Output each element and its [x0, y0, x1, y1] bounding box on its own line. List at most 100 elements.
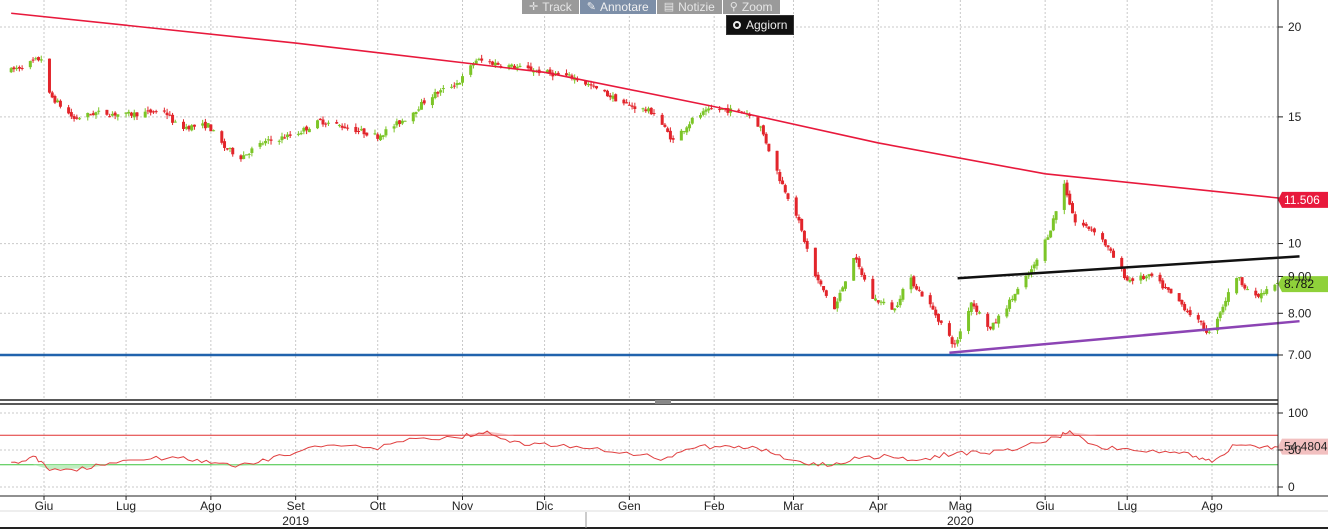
candle: [969, 301, 973, 316]
candle-body: [417, 109, 421, 111]
candle-body: [901, 289, 905, 300]
candle-body: [132, 112, 136, 118]
candle-body: [603, 89, 607, 92]
rsi-tick-label: 0: [1288, 480, 1295, 494]
candle-body: [532, 71, 536, 73]
candle-body: [239, 155, 243, 160]
annotate-button[interactable]: ✎ Annotare: [579, 0, 656, 14]
candle-body: [1070, 203, 1074, 214]
candle: [824, 289, 828, 298]
candle: [584, 80, 588, 87]
candle-body: [452, 85, 456, 87]
candle-body: [767, 143, 771, 152]
y-tick-label: 7.00: [1288, 348, 1312, 362]
candle-body: [471, 64, 475, 66]
candle-body: [171, 114, 175, 123]
candle: [450, 84, 454, 89]
candle: [622, 98, 626, 106]
candle: [365, 132, 369, 137]
candle: [819, 279, 823, 287]
track-button[interactable]: ✛ Track: [522, 0, 579, 14]
zoom-button[interactable]: ⚲ Zoom: [722, 0, 780, 14]
candle-body: [835, 301, 839, 309]
candle: [627, 101, 631, 106]
candle: [20, 65, 24, 71]
candle: [977, 310, 981, 315]
candle-body: [220, 131, 224, 143]
candle: [1120, 256, 1124, 272]
candle-body: [190, 125, 194, 131]
x-tick-label: Lug: [116, 499, 136, 513]
candle: [1226, 288, 1230, 306]
candle-body: [321, 119, 325, 125]
candle-body: [154, 111, 158, 113]
candle: [967, 307, 971, 335]
candle-body: [283, 137, 287, 139]
x-tick-label: Ago: [200, 499, 222, 513]
candle: [436, 91, 440, 98]
candle: [1010, 295, 1014, 302]
candle: [220, 130, 224, 145]
candle: [244, 154, 248, 156]
candle-body: [988, 326, 992, 329]
candle-body: [564, 73, 568, 76]
candle: [1103, 239, 1107, 247]
rsi-tick-label: 50: [1288, 443, 1302, 457]
candle-body: [28, 61, 32, 68]
candle-body: [143, 111, 147, 118]
candle-body: [86, 112, 90, 118]
candle: [586, 82, 590, 87]
candle-body: [630, 105, 634, 107]
candle: [324, 122, 328, 128]
refresh-button[interactable]: Aggiorn: [726, 15, 795, 35]
candle-body: [1254, 290, 1258, 296]
candle-body: [288, 134, 292, 136]
candle-body: [936, 313, 940, 322]
candle-body: [20, 67, 24, 69]
candle-body: [269, 139, 273, 141]
candle-body: [168, 114, 172, 116]
candle: [225, 148, 229, 151]
candle: [340, 123, 344, 131]
candle-body: [365, 132, 369, 136]
candle-body: [1147, 274, 1151, 277]
candle: [641, 107, 645, 113]
candle-body: [526, 65, 530, 69]
candle-body: [34, 58, 38, 60]
candle-body: [972, 303, 976, 307]
candle: [307, 127, 311, 133]
candle-body: [165, 112, 169, 116]
candle: [283, 134, 287, 139]
candle-body: [343, 126, 347, 129]
candle-body: [660, 114, 664, 125]
x-tick-label: Giu: [35, 499, 54, 513]
chart-toolbar: ✛ Track ✎ Annotare ▤ Notizie ⚲ Zoom: [522, 0, 780, 14]
candle-body: [187, 126, 191, 130]
candle-body: [813, 247, 817, 277]
candle: [701, 107, 705, 117]
candle: [1265, 286, 1269, 296]
candle-body: [1008, 299, 1012, 309]
x-tick-label: Gen: [618, 499, 641, 513]
candle: [1254, 287, 1258, 299]
candle-body: [764, 133, 768, 144]
candle: [652, 109, 656, 116]
candle: [247, 152, 251, 159]
candle-body: [682, 131, 686, 133]
candles: [9, 54, 1280, 348]
candle-body: [78, 118, 82, 120]
candle: [781, 176, 785, 185]
candle-body: [384, 129, 388, 136]
candle-body: [671, 138, 675, 140]
candle: [797, 214, 801, 224]
candle-body: [430, 97, 434, 106]
candle: [239, 154, 243, 162]
candle: [28, 60, 32, 70]
candle: [759, 125, 763, 132]
candle-body: [647, 108, 651, 112]
candle: [78, 116, 82, 121]
news-button[interactable]: ▤ Notizie: [656, 0, 722, 14]
candle: [75, 114, 79, 120]
candle-body: [611, 95, 615, 99]
annotate-label: Annotare: [600, 0, 649, 14]
